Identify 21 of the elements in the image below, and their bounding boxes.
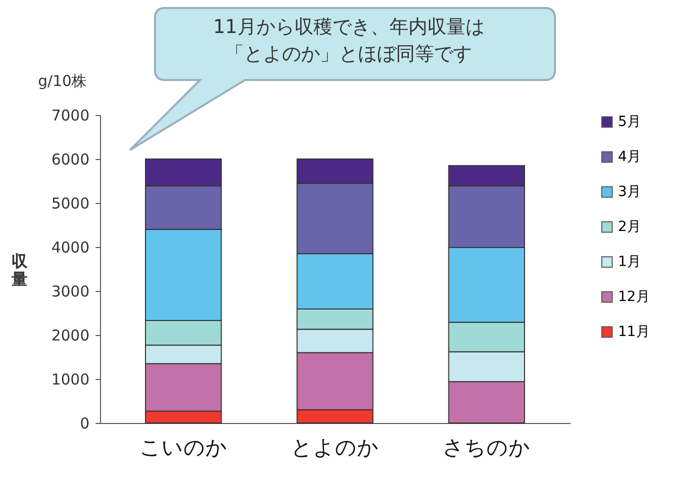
text: 11月から収穫でき、年内収量は「とよのか」とほぼ同等です: [212, 15, 486, 67]
legend-label: 3月: [618, 184, 641, 200]
legend-label: 1月: [618, 254, 641, 270]
y-tick-label: 3000: [51, 282, 90, 300]
y-tick-label: 6000: [51, 150, 90, 168]
y-axis-title: 収量: [10, 252, 28, 288]
x-tick-label: とよのか: [291, 436, 379, 460]
x-tick-label: さちのか: [442, 436, 531, 460]
y-tick-label: 1000: [51, 370, 90, 388]
y-tick-label: 0: [80, 414, 90, 432]
legend-label: 4月: [618, 149, 641, 165]
legend-label: 2月: [618, 219, 641, 235]
text: g/10株: [38, 72, 87, 91]
y-tick-label: 4000: [51, 238, 90, 256]
legend-label: 5月: [618, 114, 641, 130]
legend-label: 11月: [618, 324, 650, 340]
y-tick-label: 7000: [51, 106, 90, 124]
legend-label: 12月: [618, 289, 650, 305]
y-tick-label: 2000: [51, 326, 90, 344]
x-tick-label: こいのか: [139, 436, 228, 460]
y-tick-label: 5000: [51, 194, 90, 212]
